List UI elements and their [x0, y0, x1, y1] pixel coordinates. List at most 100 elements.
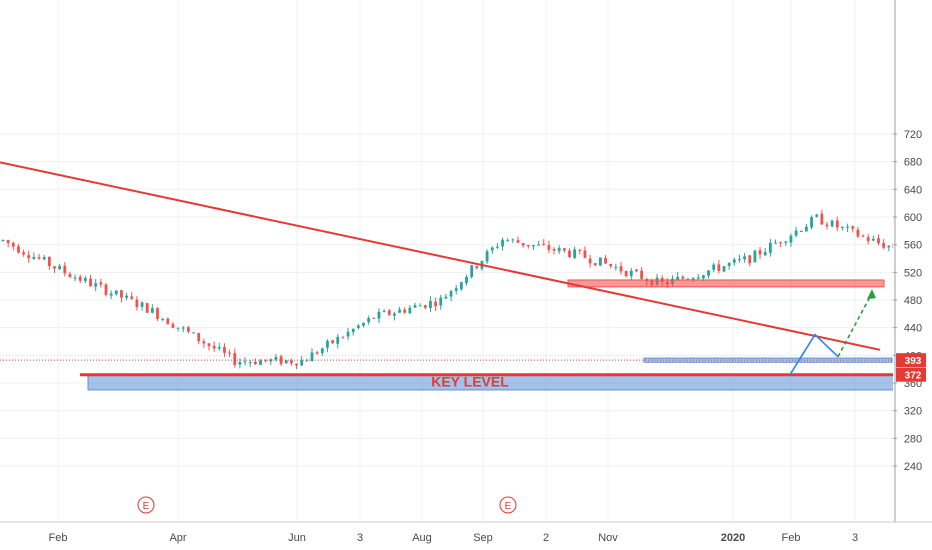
candle-body	[398, 309, 401, 313]
candle-body	[11, 242, 15, 247]
candle-body	[331, 340, 334, 344]
candle-body	[305, 360, 309, 362]
candle-body	[192, 332, 195, 334]
candle-body	[326, 340, 329, 348]
candle-body	[459, 282, 463, 290]
candle-body	[815, 214, 819, 217]
candle-body	[104, 284, 108, 295]
candle-body	[259, 360, 262, 365]
candle-body	[609, 263, 613, 267]
candle-body	[114, 290, 118, 295]
candle-body	[37, 257, 41, 259]
y-tick-label: 600	[904, 212, 922, 224]
candle-body	[32, 256, 36, 259]
candle-body	[233, 353, 237, 365]
candle-body	[264, 359, 268, 361]
price-badge-label: 372	[905, 371, 922, 382]
candle-body	[753, 250, 757, 263]
candle-body	[732, 259, 736, 263]
x-tick-label: 3	[852, 532, 858, 544]
x-tick-label: Feb	[49, 532, 68, 544]
candle-body	[109, 293, 113, 296]
candle-body	[99, 282, 103, 285]
candle-body	[799, 231, 803, 233]
candle-body	[187, 327, 190, 332]
candle-body	[310, 352, 314, 362]
y-tick-label: 640	[904, 184, 922, 196]
candle-body	[506, 240, 510, 242]
candle-body	[197, 333, 201, 342]
x-tick-label: Nov	[598, 532, 618, 544]
candle-body	[702, 275, 705, 279]
y-tick-label: 280	[904, 433, 922, 445]
candle-body	[738, 259, 741, 261]
candle-body	[449, 291, 453, 297]
candle-body	[393, 313, 396, 316]
candle-body	[279, 356, 283, 364]
key-level-label: KEY LEVEL	[431, 374, 509, 390]
candle-body	[58, 265, 62, 270]
candle-body	[640, 270, 643, 279]
candle-body	[794, 230, 798, 236]
candle-body	[537, 244, 540, 246]
candle-body	[629, 270, 633, 277]
candle-body	[490, 247, 494, 251]
candle-body	[851, 226, 855, 229]
candle-body	[593, 263, 597, 266]
candle-body	[156, 308, 159, 319]
candle-body	[367, 318, 371, 323]
candle-body	[372, 317, 376, 319]
candle-body	[717, 264, 721, 271]
x-tick-label: Jun	[288, 532, 306, 544]
candle-body	[439, 297, 443, 306]
y-tick-label: 440	[904, 323, 922, 335]
candle-body	[810, 217, 813, 228]
candle-body	[779, 242, 783, 244]
candle-body	[89, 278, 92, 287]
candle-body	[362, 322, 365, 326]
candle-body	[336, 336, 340, 344]
candle-body	[42, 257, 46, 260]
candle-body	[290, 360, 293, 364]
candle-body	[805, 226, 808, 232]
candle-body	[248, 362, 252, 364]
candle-body	[516, 240, 520, 243]
candle-body	[712, 264, 716, 270]
candle-body	[150, 308, 154, 313]
candle-body	[583, 250, 587, 258]
candle-body	[887, 245, 891, 248]
candle-body	[707, 270, 710, 276]
candle-body	[784, 241, 788, 243]
lines	[0, 161, 893, 377]
candle-body	[856, 229, 860, 237]
candle-body	[274, 356, 278, 360]
candle-body	[161, 318, 165, 320]
candle-body	[871, 238, 875, 241]
candle-body	[212, 345, 216, 349]
candle-body	[619, 266, 623, 272]
candle-body	[485, 251, 489, 262]
event-marker	[137, 496, 155, 514]
x-tick-label: 3	[357, 532, 363, 544]
candle-body	[691, 278, 695, 280]
candle-body	[63, 265, 67, 274]
y-tick-label: 520	[904, 267, 922, 279]
event-label: E	[143, 501, 150, 512]
candle-body	[217, 347, 221, 349]
candle-body	[696, 277, 700, 279]
x-tick-label: Sep	[473, 532, 493, 544]
candle-body	[341, 337, 345, 339]
y-tick-label: 560	[904, 240, 922, 252]
candle-body	[866, 237, 870, 242]
candle-body	[382, 311, 386, 313]
candle-body	[526, 245, 530, 247]
candle-body	[320, 348, 324, 354]
candle-body	[604, 258, 607, 264]
y-tick-label: 480	[904, 295, 922, 307]
candle-body	[861, 235, 865, 237]
candle-body	[145, 303, 149, 313]
candle-body	[125, 295, 128, 298]
candle-body	[223, 347, 226, 353]
